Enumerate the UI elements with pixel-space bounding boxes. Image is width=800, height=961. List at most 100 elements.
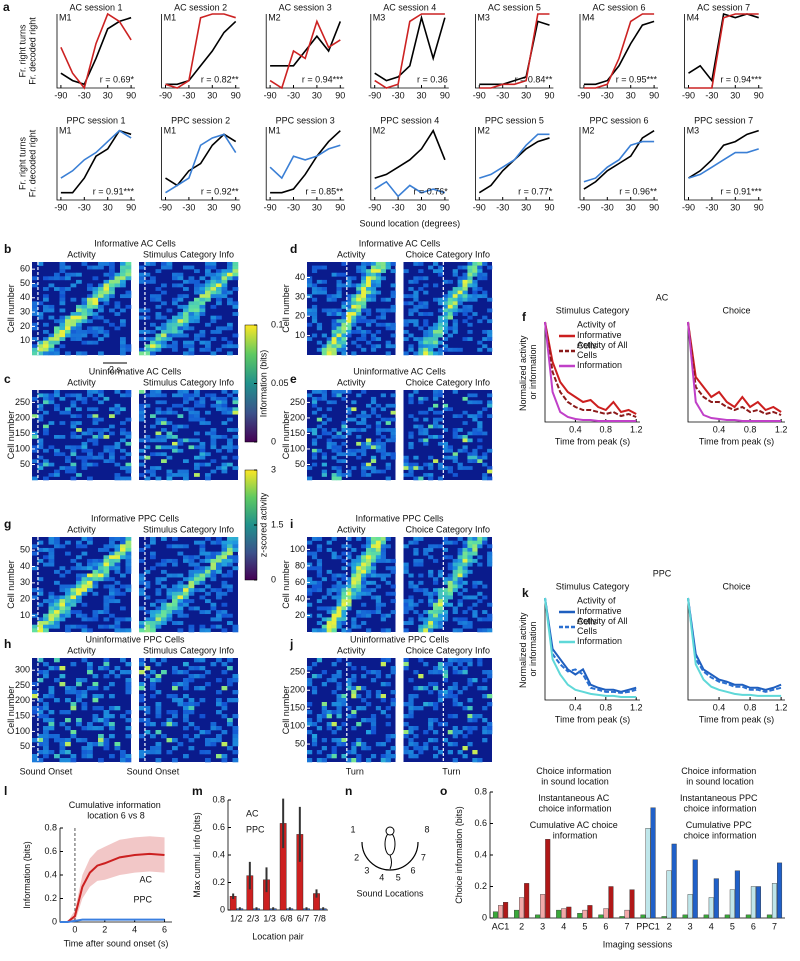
heatmap-cell: [87, 341, 93, 345]
heatmap-cell: [82, 341, 88, 345]
heatmap-cell: [93, 407, 99, 411]
heatmap-cell: [408, 595, 413, 599]
location-label: 5: [396, 872, 401, 882]
heatmap-cell: [361, 621, 366, 625]
heatmap-cell: [341, 595, 346, 599]
heatmap-cell: [43, 411, 49, 415]
heatmap-cell: [76, 541, 82, 545]
heatmap-cell: [381, 577, 386, 581]
heatmap-cell: [60, 610, 66, 614]
heatmap-cell: [351, 309, 356, 313]
heatmap-cell: [126, 344, 132, 348]
heatmap-cell: [317, 326, 322, 330]
heatmap-cell: [32, 477, 38, 481]
heatmap-cell: [361, 666, 366, 670]
heatmap-cell: [32, 690, 38, 694]
heatmap-cell: [404, 714, 409, 718]
heatmap-cell: [472, 581, 477, 585]
heatmap-cell: [222, 552, 228, 556]
heatmap-cell: [322, 393, 327, 397]
heatmap-cell: [194, 411, 200, 415]
series-line: [166, 134, 236, 185]
x-tick-label: 90: [126, 90, 136, 100]
heatmap-cell: [178, 449, 184, 453]
heatmap-cell: [82, 746, 88, 750]
heatmap-cell: [404, 563, 409, 567]
heatmap-cell: [93, 577, 99, 581]
heatmap-cell: [227, 298, 233, 302]
heatmap-cell: [341, 702, 346, 706]
heatmap-cell: [376, 442, 381, 446]
heatmap-cell: [458, 592, 463, 596]
heatmap-cell: [337, 435, 342, 439]
heatmap-cell: [32, 552, 38, 556]
heatmap-cell: [428, 670, 433, 674]
heatmap-cell: [194, 291, 200, 295]
heatmap-cell: [183, 694, 189, 698]
heatmap-cell: [167, 559, 173, 563]
heatmap-cell: [104, 544, 110, 548]
heatmap-cell: [115, 628, 121, 632]
heatmap-cell: [65, 738, 71, 742]
x-tick-label: -30: [601, 90, 614, 100]
heatmap-cell: [413, 425, 418, 429]
heatmap-cell: [150, 614, 156, 618]
legend-label: Instantaneous AC choice information: [538, 793, 612, 813]
heatmap-cell: [178, 316, 184, 320]
heatmap-cell: [82, 330, 88, 334]
heatmap-cell: [139, 750, 145, 754]
heatmap-cell: [104, 585, 110, 589]
heatmap-cell: [366, 323, 371, 327]
heatmap-cell: [413, 726, 418, 730]
heatmap-cell: [337, 706, 342, 710]
heatmap-cell: [312, 266, 317, 270]
heatmap-cell: [189, 574, 195, 578]
heatmap-cell: [356, 566, 361, 570]
heatmap-cell: [120, 319, 126, 323]
heatmap-cell: [216, 754, 222, 758]
heatmap-cell: [453, 559, 458, 563]
heatmap-cell: [43, 305, 49, 309]
heatmap-cell: [104, 566, 110, 570]
heatmap-cell: [126, 291, 132, 295]
heatmap-cell: [211, 625, 217, 629]
heatmap-cell: [482, 628, 487, 632]
heatmap-cell: [453, 577, 458, 581]
heatmap-cell: [322, 291, 327, 295]
y-tick-label: 0: [52, 916, 57, 926]
heatmap-cell: [60, 262, 66, 266]
heatmap-cell: [487, 617, 492, 621]
panel-subtitle: Stimulus Category Info: [143, 645, 234, 655]
heatmap-cell: [428, 617, 433, 621]
heatmap-cell: [413, 559, 418, 563]
heatmap-cell: [438, 301, 443, 305]
heatmap-cell: [467, 606, 472, 610]
heatmap-cell: [60, 334, 66, 338]
heatmap-cell: [167, 411, 173, 415]
heatmap-cell: [115, 301, 121, 305]
heatmap-cell: [337, 449, 342, 453]
heatmap-cell: [200, 404, 206, 408]
heatmap-cell: [222, 269, 228, 273]
heatmap-cell: [216, 588, 222, 592]
heatmap-cell: [93, 330, 99, 334]
colorbar-label: Information (bits): [258, 350, 268, 418]
group-title: PPC: [653, 568, 672, 578]
heatmap-cell: [448, 445, 453, 449]
y-tick-label: 20: [20, 594, 30, 604]
heatmap-cell: [126, 393, 132, 397]
heatmap-cell: [76, 678, 82, 682]
chart-title: AC session 2: [174, 2, 227, 12]
heatmap-cell: [115, 559, 121, 563]
heatmap-cell: [332, 473, 337, 477]
heatmap-cell: [200, 449, 206, 453]
heatmap-cell: [222, 466, 228, 470]
heatmap-cell: [126, 734, 132, 738]
heatmap-cell: [156, 758, 162, 762]
heatmap-cell: [312, 555, 317, 559]
heatmap-cell: [120, 466, 126, 470]
heatmap-cell: [312, 316, 317, 320]
heatmap-cell: [87, 432, 93, 436]
heatmap-cell: [351, 674, 356, 678]
heatmap-cell: [376, 276, 381, 280]
